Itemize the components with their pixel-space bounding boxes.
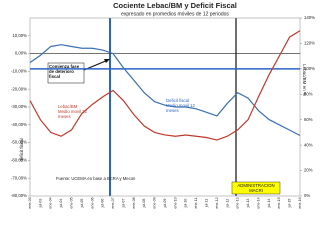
annotation: Deficit fiscal Medio movil 12 meses xyxy=(166,98,196,113)
annotation-text: Comienza fase de deterioro fiscal xyxy=(49,64,80,79)
series-line xyxy=(29,44,301,137)
y2-tick-label: 40% xyxy=(304,142,313,147)
chart: Cociente Lebac/BM y Deficit Fiscal expre… xyxy=(0,0,320,209)
y-tick-label: -20,00% xyxy=(11,86,27,91)
annotation: Lebac/BM Medio movil 12 meses xyxy=(58,104,88,119)
x-tick-label: jul-04 xyxy=(59,199,63,209)
y-tick-label: -60,00% xyxy=(11,158,27,163)
arrow-head xyxy=(104,59,110,63)
x-tick-label: ene-16 xyxy=(298,197,302,208)
x-tick-label: jul-05 xyxy=(80,199,84,209)
source-note: Fuente: UCEMA en base a BCRA y Mecon xyxy=(56,176,136,181)
x-tick-label: jul-10 xyxy=(184,199,188,209)
x-tick-label: ene-12 xyxy=(215,197,219,208)
y-tick-label: -40,00% xyxy=(11,122,27,127)
x-tick-label: jul-08 xyxy=(142,199,146,209)
y2-tick-label: 140% xyxy=(304,15,315,20)
x-tick-label: jul-11 xyxy=(204,199,208,209)
chart-subtitle: expresado en promedios móviles de 12 per… xyxy=(121,11,229,17)
x-tick-label: ene-10 xyxy=(173,197,177,208)
y-tick-label: -80,00% xyxy=(11,193,27,198)
x-tick-label: jul-13 xyxy=(246,199,250,209)
y2-tick-label: 20% xyxy=(304,168,313,173)
x-tick-label: ene-09 xyxy=(153,197,157,208)
x-tick-label: ene-13 xyxy=(236,197,240,208)
x-tick-label: ene-08 xyxy=(132,197,136,208)
annotation: ADMINISTRACION MACRI xyxy=(237,183,275,193)
x-tick-label: jul-09 xyxy=(163,199,167,209)
annotation-text: ADMINISTRACION MACRI xyxy=(237,183,275,193)
y-tick-label: -30,00% xyxy=(11,104,27,109)
x-tick-label: jul-07 xyxy=(121,199,125,209)
y2-tick-label: 120% xyxy=(304,41,315,46)
y-tick-label: -50,00% xyxy=(11,140,27,145)
x-tick-label: jul-14 xyxy=(267,199,271,209)
y-tick-label: 10,00% xyxy=(12,33,27,38)
x-tick-label: ene-15 xyxy=(277,197,281,208)
x-tick-label: ene-14 xyxy=(256,197,260,208)
background xyxy=(0,0,320,209)
annotation-box xyxy=(47,62,85,84)
y-tick-label: -70,00% xyxy=(11,175,27,180)
annotation: Comienza fase de deterioro fiscal xyxy=(49,64,80,79)
y2-tick-label: 80% xyxy=(304,91,313,96)
y-tick-label: -10,00% xyxy=(11,69,27,74)
y2-axis-label: Lebac/BM en % xyxy=(302,64,307,96)
x-tick-label: ene-11 xyxy=(194,198,198,209)
x-tick-label: ene-05 xyxy=(69,197,73,208)
series-line xyxy=(29,30,301,141)
x-tick-label: jul-03 xyxy=(38,199,42,209)
x-tick-label: ene-04 xyxy=(49,197,53,208)
x-tick-label: ene-06 xyxy=(90,197,94,208)
x-tick-label: jul-12 xyxy=(225,199,229,209)
y2-tick-label: 100% xyxy=(304,66,315,71)
x-tick-label: jul-06 xyxy=(101,199,105,209)
annotation-box xyxy=(231,181,281,195)
y2-tick-label: 60% xyxy=(304,117,313,122)
y-axis-label: deficit fiscal xyxy=(19,138,24,161)
y-tick-label: 0,00% xyxy=(15,51,27,56)
chart-title: Cociente Lebac/BM y Deficit Fiscal xyxy=(113,1,237,10)
x-tick-label: ene-03 xyxy=(28,197,32,208)
x-tick-label: ene-07 xyxy=(111,197,115,208)
annotation-text: Deficit fiscal Medio movil 12 meses xyxy=(166,98,196,113)
x-tick-label: jul-15 xyxy=(288,199,292,209)
y2-tick-label: 0% xyxy=(304,193,310,198)
